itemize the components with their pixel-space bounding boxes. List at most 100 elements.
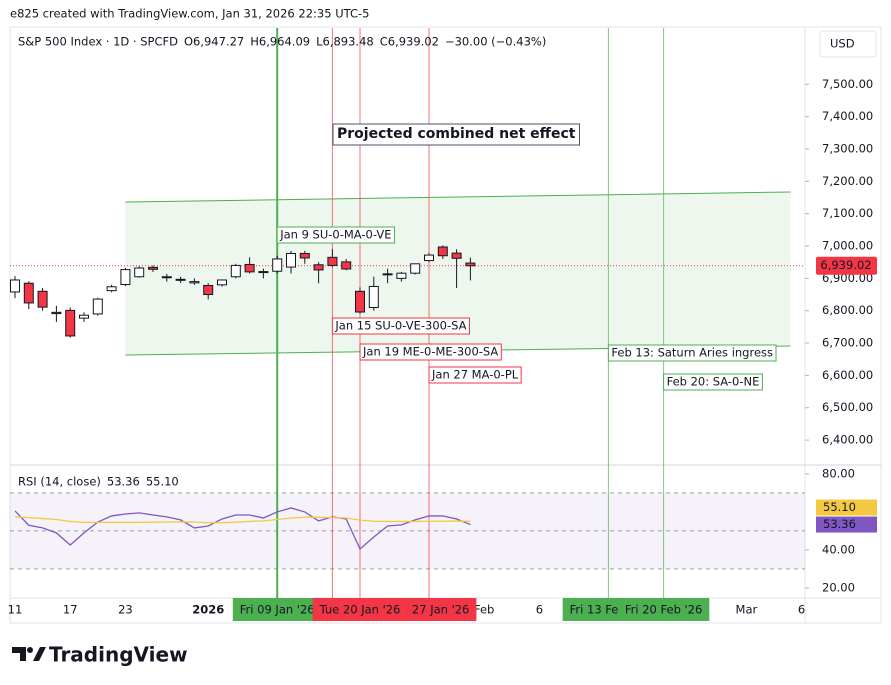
y-tick-label: 6,700.00 (822, 336, 873, 350)
symbol-title: S&P 500 Index · 1D · SPCFD (18, 35, 178, 49)
candle-body (217, 279, 227, 286)
rsi-y-tick-label: 80.00 (822, 466, 855, 480)
annotation: Jan 27 MA-0-PL (431, 368, 519, 382)
annotation: Jan 19 ME-0-ME-300-SA (362, 345, 498, 359)
candle-body (37, 290, 48, 308)
x-tick-label-highlight: Tue 27 Jan '26 (388, 603, 470, 617)
candle-body (355, 290, 365, 313)
rsi-legend-value: 53.36 (107, 475, 140, 489)
candle-body (341, 261, 352, 270)
rsi-tag (816, 516, 877, 533)
candle-body (451, 252, 462, 259)
rsi-legend-value: 55.10 (146, 475, 179, 489)
ohlc-legend: C6,939.02 (380, 35, 439, 49)
y-tick-label: 7,400.00 (822, 109, 873, 123)
candle-body (327, 256, 338, 266)
candle-body (203, 284, 214, 296)
candle-body (313, 264, 324, 271)
x-tick-label: 6 (536, 603, 543, 617)
watermark: e825 created with TradingView.com, Jan 3… (10, 7, 369, 21)
candle-body (189, 281, 200, 284)
currency[interactable]: USD (830, 37, 855, 51)
candle-body (120, 269, 131, 286)
rsi-tag-label: 53.36 (823, 517, 856, 531)
annotation-box (663, 373, 763, 391)
annotation: Jan 9 SU-0-MA-0-VE (279, 228, 391, 242)
last-price-tag (816, 256, 877, 275)
candle-body (148, 266, 158, 270)
candle-body (23, 282, 34, 304)
annotation-box (607, 344, 777, 362)
rsi-line (14, 516, 471, 524)
candle-body (258, 271, 269, 274)
currency-button[interactable] (819, 30, 877, 58)
candle-body (244, 263, 255, 273)
candle-body (79, 314, 89, 319)
rsi-line (14, 507, 471, 551)
x-tick-highlight (617, 598, 710, 621)
annotation: Feb 13: Saturn Aries ingress (611, 346, 773, 360)
annotation-box (428, 366, 522, 384)
ohlc-legend: O6,947.27 (184, 35, 244, 49)
candle-body (161, 276, 172, 279)
candle-body (396, 272, 407, 279)
y-tick-label: 7,200.00 (822, 174, 873, 188)
candle-body (437, 246, 448, 257)
candle-body (410, 263, 421, 274)
y-tick-label: 7,300.00 (822, 141, 873, 155)
last-price-label: 6,939.02 (820, 258, 871, 272)
annotation-box (359, 343, 502, 361)
ohlc-legend: H6,964.09 (250, 35, 310, 49)
candle-body (106, 286, 117, 292)
x-tick-label: 17 (63, 603, 78, 617)
candle-body (286, 252, 296, 268)
x-tick-label-highlight: Fri 09 Jan '26 (240, 603, 315, 617)
headline: Projected combined net effect (337, 126, 576, 142)
x-tick-highlight (312, 598, 408, 621)
x-tick-label: 11 (8, 603, 23, 617)
rsi-y-tick-label: 40.00 (822, 542, 855, 556)
candle-body (92, 298, 103, 315)
candle-body (272, 258, 283, 272)
rsi-band (10, 492, 805, 569)
x-tick-label-highlight: Fri 20 Feb '26 (625, 603, 702, 617)
candle-body (368, 285, 379, 308)
y-tick-label: 6,800.00 (822, 303, 873, 317)
candle-body (299, 252, 310, 259)
candle-body (465, 262, 476, 267)
y-tick-label: 6,400.00 (822, 433, 873, 447)
candle-body (175, 278, 186, 281)
candle-body (10, 279, 20, 293)
x-tick-label: Mar (736, 603, 758, 617)
candle-body (230, 264, 241, 278)
x-tick-label: 23 (118, 603, 133, 617)
rsi-title: RSI (14, close) (18, 475, 101, 489)
rsi-ma-tag (816, 499, 877, 516)
candle-body (65, 309, 76, 337)
x-tick-label: 2026 (192, 603, 224, 617)
x-tick-label: Feb (474, 603, 494, 617)
ohlc-legend: L6,893.48 (316, 35, 374, 49)
x-tick-label-highlight: Tue 20 Jan '26 (319, 603, 401, 617)
brand: TradingView (49, 643, 188, 667)
annotation: Jan 15 SU-0-VE-300-SA (334, 319, 466, 333)
ohlc-legend: −30.00 (−0.43%) (445, 35, 546, 49)
annotation: Feb 20: SA-0-NE (667, 375, 760, 389)
candle-body (51, 311, 62, 315)
annotation-box (331, 317, 470, 335)
annotation-box (276, 226, 396, 244)
y-tick-label: 7,000.00 (822, 239, 873, 253)
rsi-ma-tag-label: 55.10 (823, 500, 856, 514)
y-tick-label: 6,500.00 (822, 400, 873, 414)
channel-upper (125, 191, 791, 203)
candle-body (134, 267, 145, 278)
y-tick-label: 6,600.00 (822, 368, 873, 382)
x-tick-label: 6 (798, 603, 805, 617)
x-tick-highlight (232, 598, 322, 621)
candle-body (424, 254, 434, 262)
tradingview-logo (12, 647, 46, 661)
y-tick-label: 7,500.00 (822, 77, 873, 91)
y-tick-label: 7,100.00 (822, 206, 873, 220)
